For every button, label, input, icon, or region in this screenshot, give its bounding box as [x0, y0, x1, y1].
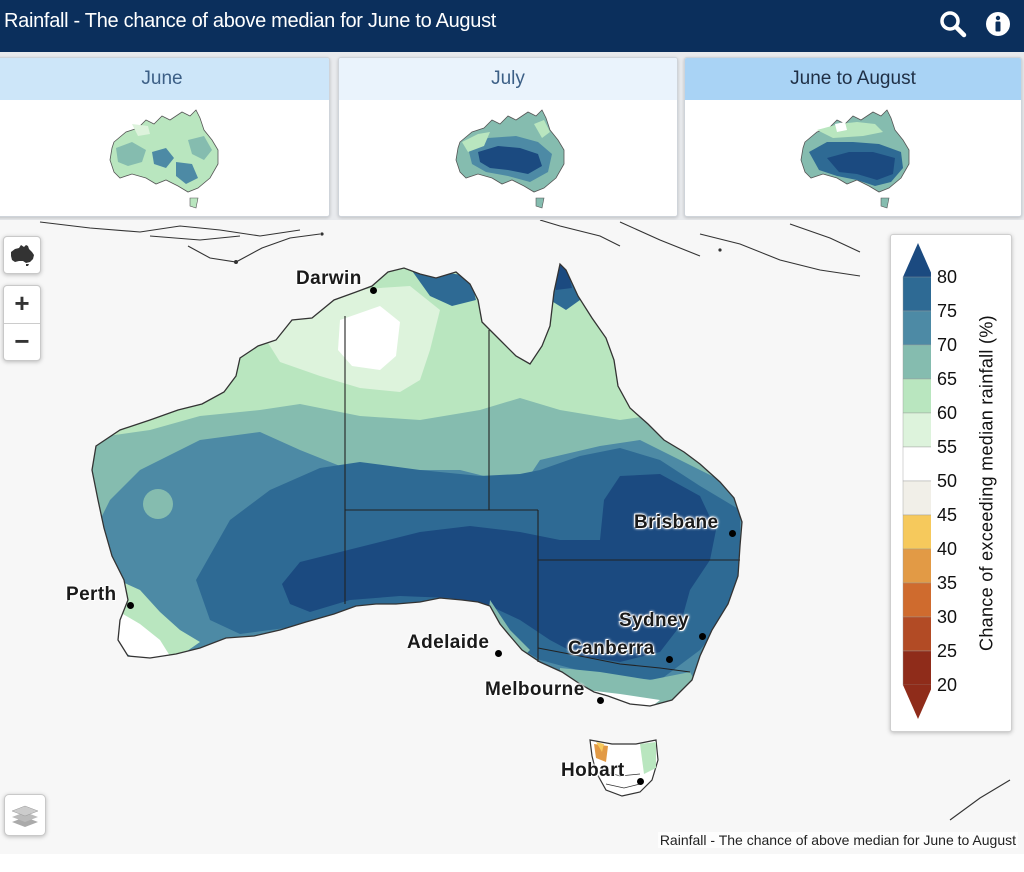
- tab-july[interactable]: July: [338, 57, 678, 217]
- legend-band: [902, 344, 931, 380]
- melbourne-marker[interactable]: [597, 697, 604, 704]
- city-label-darwin: Darwin: [296, 268, 362, 289]
- brisbane-marker[interactable]: [729, 530, 736, 537]
- legend-value: 55: [937, 437, 958, 457]
- legend-value: 20: [937, 675, 958, 695]
- legend-arrow-bottom: [903, 685, 931, 719]
- legend-value: 75: [937, 301, 958, 321]
- legend-value: 25: [937, 641, 958, 661]
- city-label-melbourne: Melbourne: [485, 679, 585, 700]
- legend-value: 35: [937, 573, 958, 593]
- header-bar: Rainfall - The chance of above median fo…: [0, 0, 1024, 52]
- australia-outlook-map: [39, 220, 1011, 821]
- legend-value: 80: [937, 267, 958, 287]
- legend-arrow-top: [903, 243, 931, 277]
- australia-outline-icon: [11, 245, 34, 266]
- city-label-hobart: Hobart: [561, 760, 625, 781]
- city-label-brisbane: Brisbane: [634, 512, 719, 533]
- tab-june-to-august[interactable]: June to August: [684, 57, 1022, 217]
- tab-june-to-august-label: June to August: [685, 58, 1021, 100]
- map-attribution: Rainfall - The chance of above median fo…: [657, 832, 1018, 848]
- legend-band: [902, 514, 931, 550]
- city-label-canberra: Canberra: [568, 638, 655, 659]
- page-title: Rainfall - The chance of above median fo…: [4, 10, 497, 32]
- legend-band: [902, 310, 931, 346]
- legend-colour-bar: [902, 243, 931, 719]
- legend-value: 30: [937, 607, 958, 627]
- legend-value: 40: [937, 539, 958, 559]
- perth-marker[interactable]: [127, 602, 134, 609]
- june-thumbnail-map: [109, 109, 219, 209]
- legend-band: [902, 582, 931, 618]
- tab-june-label: June: [0, 58, 329, 100]
- layers-icon: [11, 805, 39, 827]
- legend-band: [902, 548, 931, 584]
- city-label-sydney: Sydney: [619, 610, 689, 631]
- adelaide-marker[interactable]: [495, 650, 502, 657]
- legend-band: [902, 650, 931, 686]
- tab-july-label: July: [339, 58, 677, 100]
- city-label-perth: Perth: [66, 584, 117, 605]
- rainfall-map[interactable]: + − Darwin Brisbane Perth Sydney Adelaid…: [0, 220, 1024, 854]
- info-icon[interactable]: [984, 9, 1014, 39]
- july-thumbnail-map: [455, 109, 565, 209]
- zoom-out-button[interactable]: −: [14, 326, 30, 356]
- city-label-adelaide: Adelaide: [407, 632, 490, 653]
- period-tabs: June July June to August: [0, 52, 1024, 220]
- darwin-marker[interactable]: [370, 287, 377, 294]
- legend-value: 60: [937, 403, 958, 423]
- legend-band: [902, 378, 931, 414]
- australia-home-button[interactable]: [3, 236, 41, 274]
- zoom-in-button[interactable]: +: [4, 286, 40, 324]
- layers-button[interactable]: [4, 794, 46, 836]
- legend-band: [902, 616, 931, 652]
- legend-value: 50: [937, 471, 958, 491]
- tab-june[interactable]: June: [0, 57, 330, 217]
- legend-title: Chance of exceeding median rainfall (%): [976, 315, 997, 651]
- canberra-marker[interactable]: [666, 656, 673, 663]
- legend-band: [902, 480, 931, 516]
- legend-band: [902, 446, 931, 482]
- hobart-marker[interactable]: [637, 778, 644, 785]
- legend-band: [902, 276, 931, 312]
- legend-band: [902, 412, 931, 448]
- legend-value: 65: [937, 369, 958, 389]
- sydney-marker[interactable]: [699, 633, 706, 640]
- zoom-control: + −: [3, 285, 41, 361]
- june-to-august-thumbnail-map: [800, 109, 910, 209]
- legend-value: 45: [937, 505, 958, 525]
- map-legend: 80 75 70 65 60 55 50 45 40 35 30 25 20 Chance of exc…: [890, 234, 1012, 732]
- legend-value: 70: [937, 335, 958, 355]
- search-icon[interactable]: [938, 9, 968, 39]
